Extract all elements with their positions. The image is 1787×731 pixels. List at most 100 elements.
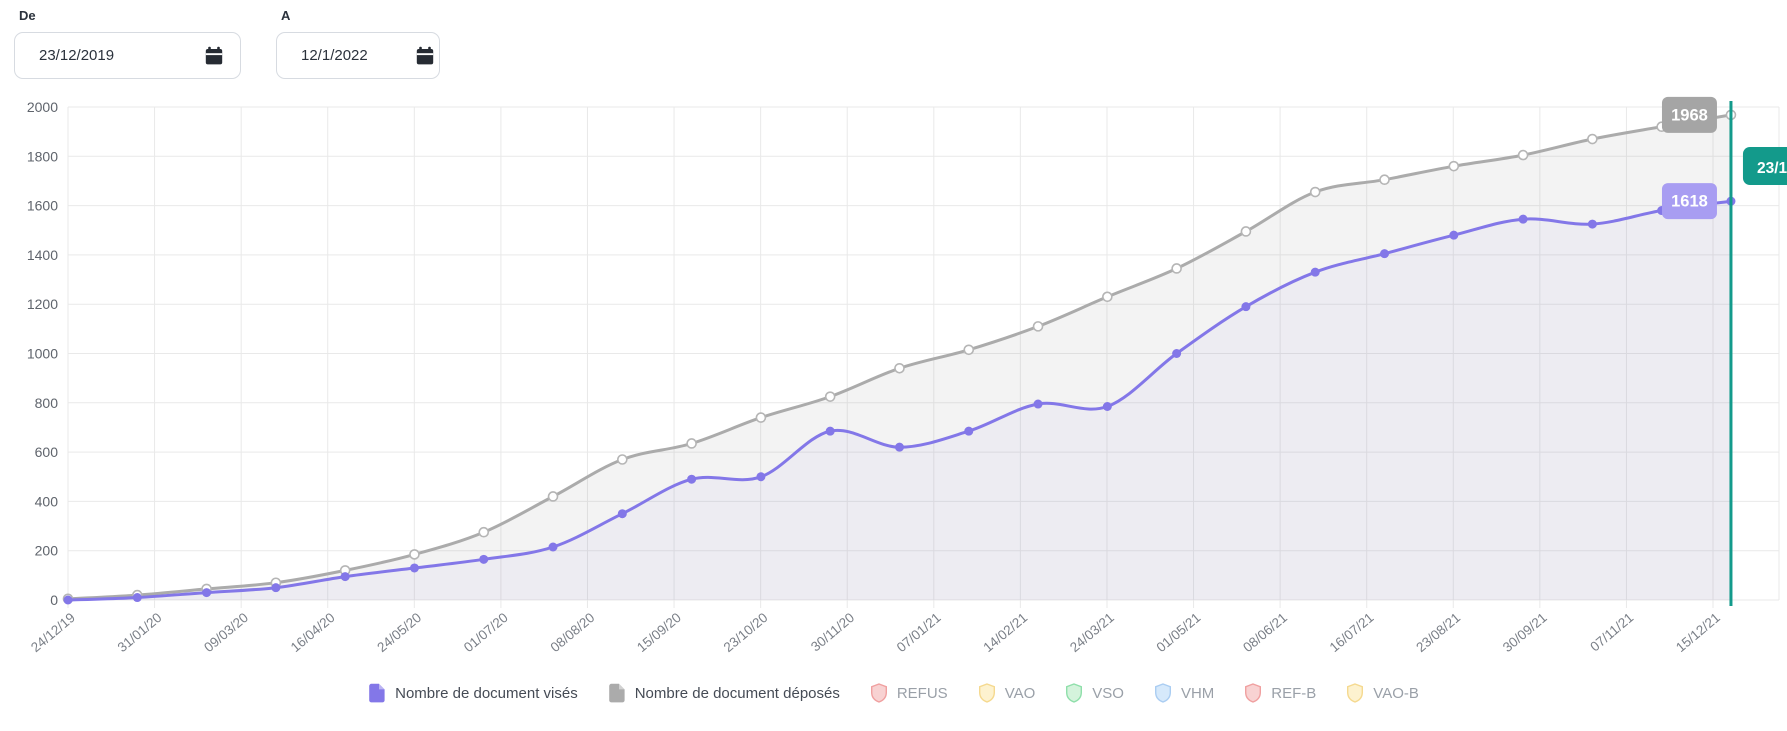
y-tick-label: 1800 — [27, 148, 58, 164]
data-point — [1240, 226, 1252, 237]
data-point — [824, 391, 836, 402]
x-tick-label: 23/10/20 — [721, 610, 771, 655]
value-badge-text: 1618 — [1671, 193, 1708, 211]
y-tick-label: 400 — [35, 493, 59, 509]
chart-legend: Nombre de document visés Nombre de docum… — [0, 683, 1787, 703]
legend-item-vao[interactable]: VAO — [978, 683, 1036, 703]
x-tick-label: 30/09/21 — [1500, 610, 1550, 655]
y-tick-label: 600 — [35, 444, 59, 460]
data-point — [478, 526, 490, 538]
data-point — [479, 554, 489, 564]
data-point — [894, 362, 905, 374]
x-tick-label: 23/08/21 — [1413, 610, 1463, 655]
value-badge-box — [1661, 183, 1717, 220]
filter-to-group: A — [276, 8, 440, 79]
legend-label: VAO-B — [1373, 684, 1419, 702]
to-datebox[interactable] — [276, 32, 440, 79]
data-point — [132, 593, 142, 603]
series-area — [68, 201, 1731, 600]
data-point — [1449, 230, 1459, 240]
from-datebox[interactable] — [14, 32, 241, 79]
data-point — [894, 442, 904, 452]
data-point — [617, 509, 627, 519]
x-tick-label: 01/07/20 — [461, 610, 511, 655]
x-tick-label: 07/11/21 — [1587, 610, 1636, 655]
x-tick-label: 14/02/21 — [980, 610, 1030, 655]
y-tick-label: 2000 — [27, 99, 58, 115]
data-point — [755, 412, 767, 423]
data-point — [340, 572, 350, 582]
legend-label: REFUS — [896, 684, 948, 702]
chart-canvas[interactable]: 0 200 400 600 800 1000 1200 1400 1600 1800 2000 24/… — [0, 95, 1787, 673]
data-point — [1379, 174, 1390, 186]
data-point — [1380, 249, 1390, 259]
legend-label: REF-B — [1271, 684, 1317, 702]
shield-icon — [1154, 683, 1171, 703]
y-tick-label: 1400 — [27, 247, 58, 263]
line-chart: 0 200 400 600 800 1000 1200 1400 1600 1800 2000 24/… — [0, 95, 1787, 673]
legend-label: Nombre de document déposés — [634, 684, 840, 702]
data-point — [825, 426, 835, 436]
x-tick-label: 15/12/21 — [1673, 610, 1723, 655]
data-point — [687, 474, 697, 484]
gridlines — [67, 106, 1780, 608]
data-point — [1172, 349, 1182, 358]
x-tick-label: 16/04/20 — [288, 610, 338, 655]
legend-item-vso[interactable]: VSO — [1065, 683, 1124, 703]
data-point — [1033, 399, 1043, 409]
date-filters: De A — [14, 8, 440, 79]
legend-item-vao-b[interactable]: VAO-B — [1346, 683, 1419, 703]
legend-item-series-1[interactable]: Nombre de document déposés — [608, 683, 840, 703]
x-tick-label: 31/01/20 — [115, 610, 165, 655]
value-badge: 1968 — [1661, 96, 1717, 133]
data-point — [1517, 149, 1529, 161]
data-point — [686, 438, 697, 449]
to-label: A — [281, 8, 291, 23]
to-date-input[interactable] — [299, 46, 415, 65]
calendar-icon[interactable] — [204, 46, 224, 66]
data-point — [1587, 133, 1598, 145]
data-point — [617, 454, 628, 465]
from-date-input[interactable] — [37, 46, 153, 65]
x-tick-label: 24/12/19 — [28, 610, 78, 655]
value-badge-text: 1968 — [1671, 106, 1708, 124]
data-point — [548, 542, 558, 552]
data-point — [409, 549, 420, 560]
y-tick-label: 200 — [35, 543, 59, 559]
shield-icon — [1347, 683, 1364, 703]
legend-item-refus[interactable]: REFUS — [870, 683, 948, 703]
x-axis-labels: 24/12/19 31/01/20 09/03/20 16/04/20 24/05/20… — [28, 610, 1723, 655]
y-tick-label: 0 — [50, 592, 58, 608]
data-point — [1171, 263, 1182, 274]
y-axis-labels: 0 200 400 600 800 1000 1200 1400 1600 1800 2000 — [27, 99, 58, 608]
data-point — [963, 344, 975, 356]
calendar-icon[interactable] — [415, 46, 435, 66]
x-tick-label: 08/08/20 — [548, 610, 598, 655]
series-points — [63, 196, 1736, 605]
document-icon — [369, 683, 385, 703]
value-badge-box — [1661, 96, 1717, 133]
value-badge: 1618 — [1661, 183, 1717, 220]
from-label: De — [19, 8, 36, 23]
cursor-tooltip-text: 23/1 — [1757, 160, 1787, 177]
data-point — [1587, 219, 1597, 229]
x-tick-label: 01/05/21 — [1154, 610, 1204, 655]
x-tick-label: 30/11/20 — [808, 610, 857, 655]
legend-label: VSO — [1092, 684, 1124, 702]
legend-item-ref-b[interactable]: REF-B — [1244, 683, 1316, 703]
data-point — [1310, 267, 1320, 277]
x-tick-label: 16/07/21 — [1327, 610, 1377, 655]
legend-label: VAO — [1004, 684, 1036, 702]
x-tick-label: 15/09/20 — [634, 610, 684, 655]
x-tick-label: 08/06/21 — [1240, 610, 1290, 655]
data-point — [63, 595, 73, 605]
shield-icon — [978, 683, 995, 703]
legend-item-vhm[interactable]: VHM — [1154, 683, 1214, 703]
y-tick-label: 1200 — [27, 296, 58, 312]
legend-item-series-0[interactable]: Nombre de document visés — [368, 683, 578, 703]
shield-icon — [1066, 683, 1083, 703]
filter-from-group: De — [14, 8, 241, 79]
data-point — [1032, 321, 1044, 332]
data-point — [271, 583, 281, 593]
